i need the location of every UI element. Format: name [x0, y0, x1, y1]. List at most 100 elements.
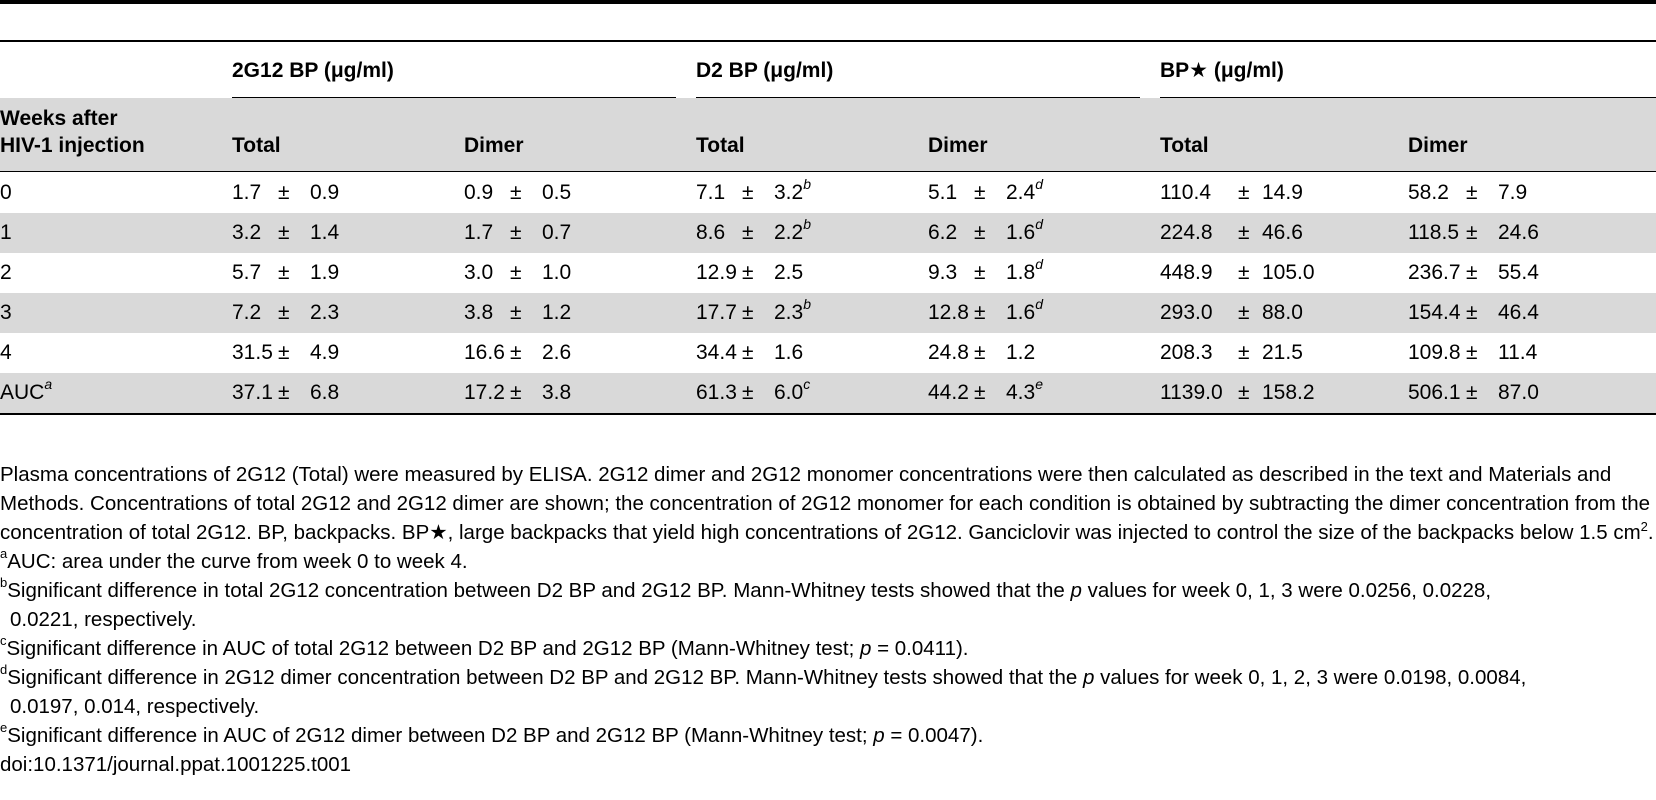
plus-minus-sign: ±	[510, 181, 522, 204]
row-header-line2: HIV-1 injection	[0, 134, 145, 157]
plus-minus-sign: ±	[974, 261, 986, 284]
plus-minus-sign: ±	[1466, 301, 1478, 324]
cell-error: 6.0c	[774, 376, 811, 404]
footnote-b-cont: 0.0221, respectively.	[10, 608, 197, 631]
cell-error: 158.2	[1262, 381, 1315, 404]
cell-error: 6.8	[310, 381, 340, 404]
cell-value: 109.8	[1408, 341, 1461, 364]
cell-value: 24.8	[928, 341, 969, 364]
cell-value: 16.6	[464, 341, 505, 364]
cell-error: 0.9	[310, 181, 340, 204]
plus-minus-sign: ±	[1466, 181, 1478, 204]
cell-value: 1139.0	[1160, 381, 1223, 404]
cell-value: 118.5	[1408, 221, 1459, 244]
group-rule-d2	[696, 97, 1140, 98]
footnote-c: cSignificant difference in AUC of total …	[0, 633, 969, 660]
plus-minus-sign: ±	[1238, 221, 1250, 244]
plus-minus-sign: ±	[278, 221, 290, 244]
plus-minus-sign: ±	[1238, 301, 1250, 324]
cell-value: 3.0	[464, 261, 494, 284]
plus-minus-sign: ±	[742, 301, 754, 324]
cell-value: 44.2	[928, 381, 969, 404]
cell-error: 46.6	[1262, 221, 1303, 244]
table-top-rule	[0, 40, 1656, 42]
group-header-2g12: 2G12 BP (μg/ml)	[232, 59, 394, 82]
group-header-d2: D2 BP (μg/ml)	[696, 59, 834, 82]
cell-error: 24.6	[1498, 221, 1539, 244]
table-notes: Plasma concentrations of 2G12 (Total) we…	[0, 460, 1656, 779]
cell-value: 5.1	[928, 181, 958, 204]
cell-value: 61.3	[696, 381, 737, 404]
subheader-2g12-total: Total	[232, 134, 281, 157]
footnote-d-cont: 0.0197, 0.014, respectively.	[10, 695, 260, 718]
cell-error: 88.0	[1262, 301, 1303, 324]
cell-value: 58.2	[1408, 181, 1449, 204]
cell-error: 2.6	[542, 341, 572, 364]
cell-value: 12.9	[696, 261, 737, 284]
cell-error: 2.5	[774, 261, 804, 284]
subheader-d2-dimer: Dimer	[928, 134, 988, 157]
footnote-e: eSignificant difference in AUC of 2G12 d…	[0, 720, 984, 747]
plus-minus-sign: ±	[974, 181, 986, 204]
cell-error: 2.3b	[774, 296, 811, 324]
cell-error: 7.9	[1498, 181, 1528, 204]
cell-value: 0.9	[464, 181, 494, 204]
header-band	[0, 98, 1656, 171]
cell-error: 87.0	[1498, 381, 1539, 404]
cell-value: 208.3	[1160, 341, 1213, 364]
table-bottom-rule	[0, 413, 1656, 415]
subheader-bpstar-dimer: Dimer	[1408, 134, 1468, 157]
cell-error: 1.6d	[1006, 296, 1043, 324]
plus-minus-sign: ±	[278, 341, 290, 364]
cell-value: 12.8	[928, 301, 969, 324]
cell-value: 1.7	[232, 181, 262, 204]
cell-error: 2.4d	[1006, 176, 1043, 204]
plus-minus-sign: ±	[278, 301, 290, 324]
cell-error: 3.8	[542, 381, 572, 404]
group-rule-bpstar	[1160, 97, 1656, 98]
plus-minus-sign: ±	[510, 221, 522, 244]
cell-error: 0.5	[542, 181, 572, 204]
plus-minus-sign: ±	[510, 261, 522, 284]
cell-value: 5.7	[232, 261, 262, 284]
group-rule-2g12	[232, 97, 676, 98]
cell-error: 11.4	[1498, 341, 1538, 364]
cell-error: 55.4	[1498, 261, 1539, 284]
row-band	[0, 293, 1656, 333]
cell-error: 4.9	[310, 341, 340, 364]
footnote-b: bSignificant difference in total 2G12 co…	[0, 575, 1492, 602]
plus-minus-sign: ±	[278, 181, 290, 204]
cell-value: 31.5	[232, 341, 273, 364]
cell-error: 1.6d	[1006, 216, 1043, 244]
plus-minus-sign: ±	[1238, 181, 1250, 204]
cell-error: 3.2b	[774, 176, 811, 204]
plus-minus-sign: ±	[510, 301, 522, 324]
cell-value: 17.7	[696, 301, 737, 324]
plus-minus-sign: ±	[742, 261, 754, 284]
cell-value: 154.4	[1408, 301, 1461, 324]
footnote-a: aAUC: area under the curve from week 0 t…	[0, 546, 468, 573]
plus-minus-sign: ±	[1466, 221, 1478, 244]
plus-minus-sign: ±	[278, 261, 290, 284]
cell-value: 8.6	[696, 221, 726, 244]
cell-error: 1.9	[310, 261, 340, 284]
cell-error: 1.8d	[1006, 256, 1043, 284]
cell-value: 17.2	[464, 381, 505, 404]
cell-value: 34.4	[696, 341, 737, 364]
cell-value: 37.1	[232, 381, 273, 404]
row-label: 1	[0, 221, 12, 244]
row-band	[0, 213, 1656, 253]
cell-value: 3.8	[464, 301, 494, 324]
plus-minus-sign: ±	[1466, 341, 1478, 364]
cell-value: 6.2	[928, 221, 958, 244]
plus-minus-sign: ±	[1238, 381, 1250, 404]
cell-error: 1.6	[774, 341, 804, 364]
cell-error: 2.2b	[774, 216, 811, 244]
top-border	[0, 0, 1656, 4]
cell-value: 224.8	[1160, 221, 1213, 244]
plus-minus-sign: ±	[742, 341, 754, 364]
plus-minus-sign: ±	[742, 181, 754, 204]
cell-value: 7.2	[232, 301, 262, 324]
header-bottom-rule	[0, 171, 1656, 172]
footnote-d: dSignificant difference in 2G12 dimer co…	[0, 662, 1527, 689]
